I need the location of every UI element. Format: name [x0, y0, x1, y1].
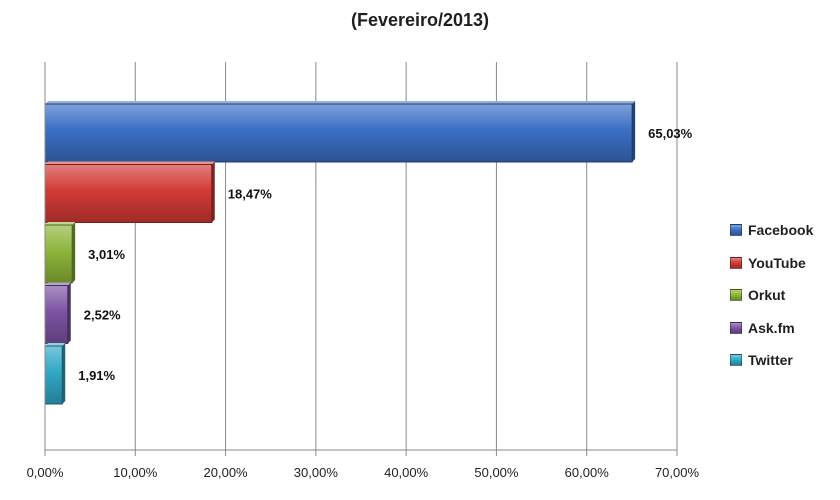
data-label-ask-fm: 2,52%: [84, 308, 121, 323]
legend-swatch: [730, 256, 742, 269]
legend-item: Facebook: [730, 214, 840, 247]
x-tick-label: 70,00%: [655, 465, 700, 480]
data-label-facebook: 65,03%: [648, 126, 693, 141]
bar-side: [72, 222, 76, 283]
bar-twitter: [44, 343, 66, 405]
legend-item: Twitter: [730, 344, 840, 377]
legend-item: Orkut: [730, 279, 840, 312]
bar-facebook: [44, 101, 636, 163]
bar-orkut: [44, 222, 76, 284]
bar-side: [62, 343, 66, 404]
label-layer: 65,03% 18,47% 3,01% 2,52% 1,91%: [78, 126, 692, 383]
legend-label: YouTube: [748, 254, 806, 271]
legend-label: Orkut: [748, 287, 786, 304]
bar-side: [67, 282, 71, 344]
bar-top: [45, 222, 76, 225]
data-label-twitter: 1,91%: [78, 368, 115, 383]
bar-top: [45, 343, 66, 346]
legend-label: Facebook: [748, 222, 814, 239]
x-tick-label: 20,00%: [204, 465, 249, 480]
legend-swatch: [730, 354, 742, 367]
x-tick-label: 40,00%: [384, 465, 429, 480]
x-tick-label: 30,00%: [294, 465, 339, 480]
bar-layer: [44, 101, 636, 405]
bar-front: [44, 285, 69, 344]
legend-swatch: [730, 224, 742, 237]
x-tick-label: 50,00%: [474, 465, 519, 480]
bar-top: [45, 282, 71, 286]
legend: Facebook YouTube Orkut Ask.fm Twitter: [730, 214, 840, 377]
bar-front: [44, 103, 633, 163]
bar-side: [211, 161, 215, 223]
legend-item: YouTube: [730, 247, 840, 280]
x-tick-label: 0,00%: [27, 465, 64, 480]
data-label-youtube: 18,47%: [228, 187, 273, 202]
bar-ask-fm: [44, 282, 71, 344]
bar-front: [44, 164, 213, 223]
legend-swatch: [730, 321, 742, 334]
x-tick-label: 10,00%: [113, 465, 158, 480]
bar-top: [45, 101, 636, 104]
legend-swatch: [730, 289, 742, 302]
bar-front: [44, 224, 73, 284]
bar-youtube: [44, 161, 215, 223]
data-label-orkut: 3,01%: [88, 247, 125, 262]
x-tick-label: 60,00%: [565, 465, 610, 480]
bar-top: [45, 161, 215, 165]
bar-front: [44, 345, 63, 405]
axis-layer: 0,00% 10,00% 20,00% 30,00% 40,00% 50,00% 60,00…: [27, 62, 700, 480]
bar-side: [632, 101, 636, 162]
chart-title: (Fevereiro/2013): [350, 10, 490, 30]
legend-label: Twitter: [748, 352, 793, 369]
legend-label: Ask.fm: [748, 319, 795, 336]
legend-item: Ask.fm: [730, 312, 840, 345]
